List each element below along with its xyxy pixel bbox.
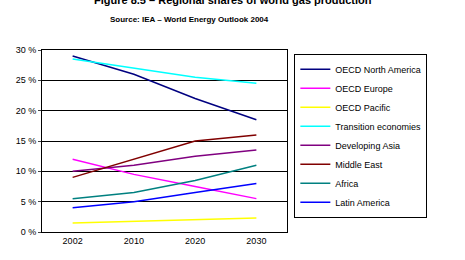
svg-text:25 %: 25 % xyxy=(16,75,37,85)
svg-text:Figure 8.5 – Regional shares o: Figure 8.5 – Regional shares of world ga… xyxy=(94,0,372,6)
svg-text:OECD North America: OECD North America xyxy=(335,65,421,75)
svg-text:Transition economies: Transition economies xyxy=(335,122,421,132)
svg-text:Developing Asia: Developing Asia xyxy=(335,141,400,151)
svg-text:15 %: 15 % xyxy=(16,136,37,146)
svg-text:2002: 2002 xyxy=(63,236,83,246)
svg-text:OECD Europe: OECD Europe xyxy=(335,84,393,94)
svg-text:OECD Pacific: OECD Pacific xyxy=(335,103,391,113)
svg-text:0 %: 0 % xyxy=(21,227,37,237)
svg-text:Middle East: Middle East xyxy=(335,160,383,170)
svg-text:Africa: Africa xyxy=(335,179,358,189)
svg-text:Source: IEA – World Energy Out: Source: IEA – World Energy Outlook 2004 xyxy=(110,15,269,24)
svg-text:Latin America: Latin America xyxy=(335,198,390,208)
svg-text:2010: 2010 xyxy=(124,236,144,246)
svg-text:5 %: 5 % xyxy=(21,197,37,207)
svg-text:10 %: 10 % xyxy=(16,166,37,176)
svg-text:2020: 2020 xyxy=(185,236,205,246)
svg-text:30 %: 30 % xyxy=(16,45,37,55)
svg-text:2030: 2030 xyxy=(246,236,266,246)
svg-text:20 %: 20 % xyxy=(16,106,37,116)
